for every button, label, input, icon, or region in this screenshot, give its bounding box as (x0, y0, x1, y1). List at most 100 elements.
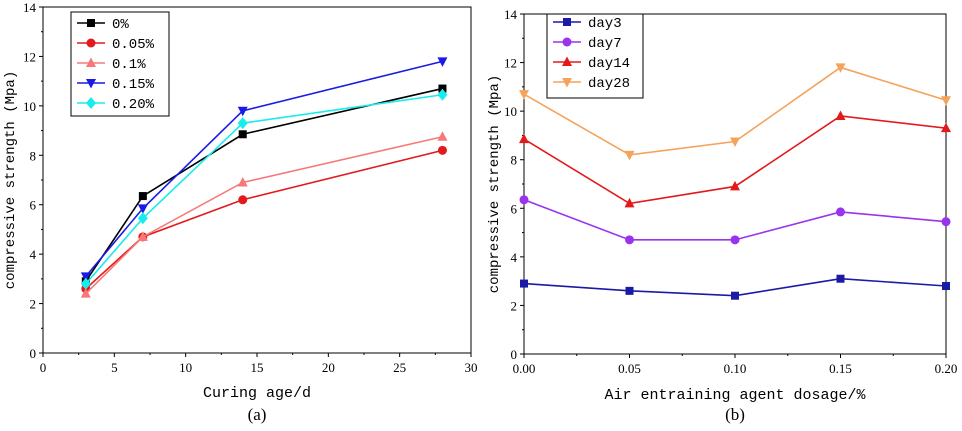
series-0-20 (80, 88, 448, 290)
y-tick-label: 2 (511, 298, 518, 313)
data-point (237, 106, 248, 117)
data-point (941, 96, 951, 106)
legend-marker (562, 78, 572, 88)
data-point (519, 133, 529, 144)
legend-marker (562, 37, 572, 47)
x-tick-label: 15 (251, 360, 264, 375)
x-tick-label: 10 (179, 360, 192, 375)
chart-panel-b: 0.00 0.05 0.10 0.15 0.20 0 2 4 6 8 10 12 14 Air entra… (487, 7, 957, 424)
x-tick-label: 0.00 (513, 361, 536, 376)
x-tick-label: 30 (465, 360, 478, 375)
data-point (731, 291, 739, 300)
series-0-05 (81, 145, 447, 294)
legend-label: day28 (588, 76, 630, 92)
y-tick-label: 4 (511, 250, 518, 265)
data-point (520, 279, 528, 288)
legend-marker (86, 97, 96, 109)
panel-label: (a) (248, 405, 267, 424)
y-tick-label: 4 (30, 247, 37, 262)
data-point (138, 192, 147, 201)
y-tick-label: 2 (30, 297, 37, 312)
y-tick-label: 8 (511, 153, 518, 168)
data-point (519, 90, 529, 100)
y-axis-title: compressive strength (Mpa) (3, 71, 19, 289)
series-line (85, 60, 443, 277)
legend: 0% 0.05% 0.1% 0.15% 0.20% (70, 11, 170, 117)
data-point (835, 110, 846, 120)
data-point (238, 130, 247, 139)
data-point (836, 207, 845, 217)
data-point (624, 197, 635, 208)
series-day28 (519, 63, 951, 161)
data-point (437, 145, 447, 155)
x-tick-label: 5 (111, 360, 118, 375)
x-axis-title: Curing age/d (203, 385, 311, 402)
data-point (519, 195, 529, 205)
data-point (137, 231, 148, 241)
data-point (835, 63, 846, 73)
data-point (237, 176, 248, 187)
legend-label: day14 (588, 56, 630, 72)
y-tick-label: 10 (504, 104, 517, 119)
x-tick-label: 0.20 (935, 361, 958, 376)
legend-label: 0.05% (112, 37, 155, 53)
legend-box (70, 11, 170, 117)
data-point (437, 131, 448, 141)
chart-panel-a: 0 5 10 15 20 25 30 0 2 4 6 8 10 12 14 Curing age/d compr… (3, 0, 478, 424)
y-tick-label: 8 (30, 148, 37, 163)
legend-marker (86, 57, 96, 67)
series-line (85, 149, 443, 290)
y-tick-label: 14 (23, 0, 37, 15)
x-tick-label: 0 (40, 360, 47, 375)
y-tick-label: 12 (23, 49, 36, 64)
legend-label: 0% (112, 17, 129, 33)
data-point (437, 88, 448, 101)
legend-label: day7 (588, 36, 622, 52)
data-point (625, 235, 634, 245)
data-point (941, 217, 951, 227)
series-0-1 (80, 131, 448, 298)
legend-box (546, 13, 644, 99)
y-axis-title: compressive strength (Mpa) (487, 75, 503, 293)
legend-label: 0.15% (112, 77, 155, 93)
data-point (730, 235, 740, 245)
data-point (941, 122, 951, 133)
x-tick-label: 25 (393, 360, 406, 375)
x-tick-label: 20 (322, 360, 335, 375)
legend-marker (86, 79, 96, 89)
series-day14 (519, 110, 951, 208)
data-point (137, 212, 148, 225)
data-point (237, 117, 248, 130)
data-point (730, 180, 740, 191)
legend-marker (87, 19, 95, 27)
data-point (438, 84, 447, 93)
y-tick-label: 0 (30, 346, 37, 361)
data-point (730, 137, 740, 147)
y-tick-label: 10 (23, 99, 36, 114)
series-line (85, 87, 443, 282)
legend-marker (563, 18, 571, 26)
y-tick-label: 6 (30, 198, 37, 213)
series-day3 (520, 274, 950, 300)
data-point (836, 274, 845, 283)
series-line (523, 199, 947, 241)
data-point (238, 195, 248, 205)
series-day7 (519, 195, 951, 245)
panel-label: (b) (725, 405, 745, 424)
legend-label: 0.20% (112, 97, 155, 113)
series-line (85, 93, 443, 285)
series-0-15 (80, 57, 448, 282)
legend-label: 0.1% (112, 57, 146, 73)
y-tick-label: 14 (504, 7, 518, 22)
y-tick-label: 12 (504, 56, 517, 71)
data-point (80, 288, 91, 298)
x-axis-title: Air entraining agent dosage/% (604, 387, 866, 404)
x-tick-label: 0.15 (829, 361, 852, 376)
legend: day3 day7 day14 day28 (546, 13, 644, 99)
data-point (137, 204, 148, 214)
legend-marker (562, 56, 572, 66)
data-point (624, 150, 635, 161)
data-point (80, 277, 91, 290)
data-point (80, 272, 91, 282)
